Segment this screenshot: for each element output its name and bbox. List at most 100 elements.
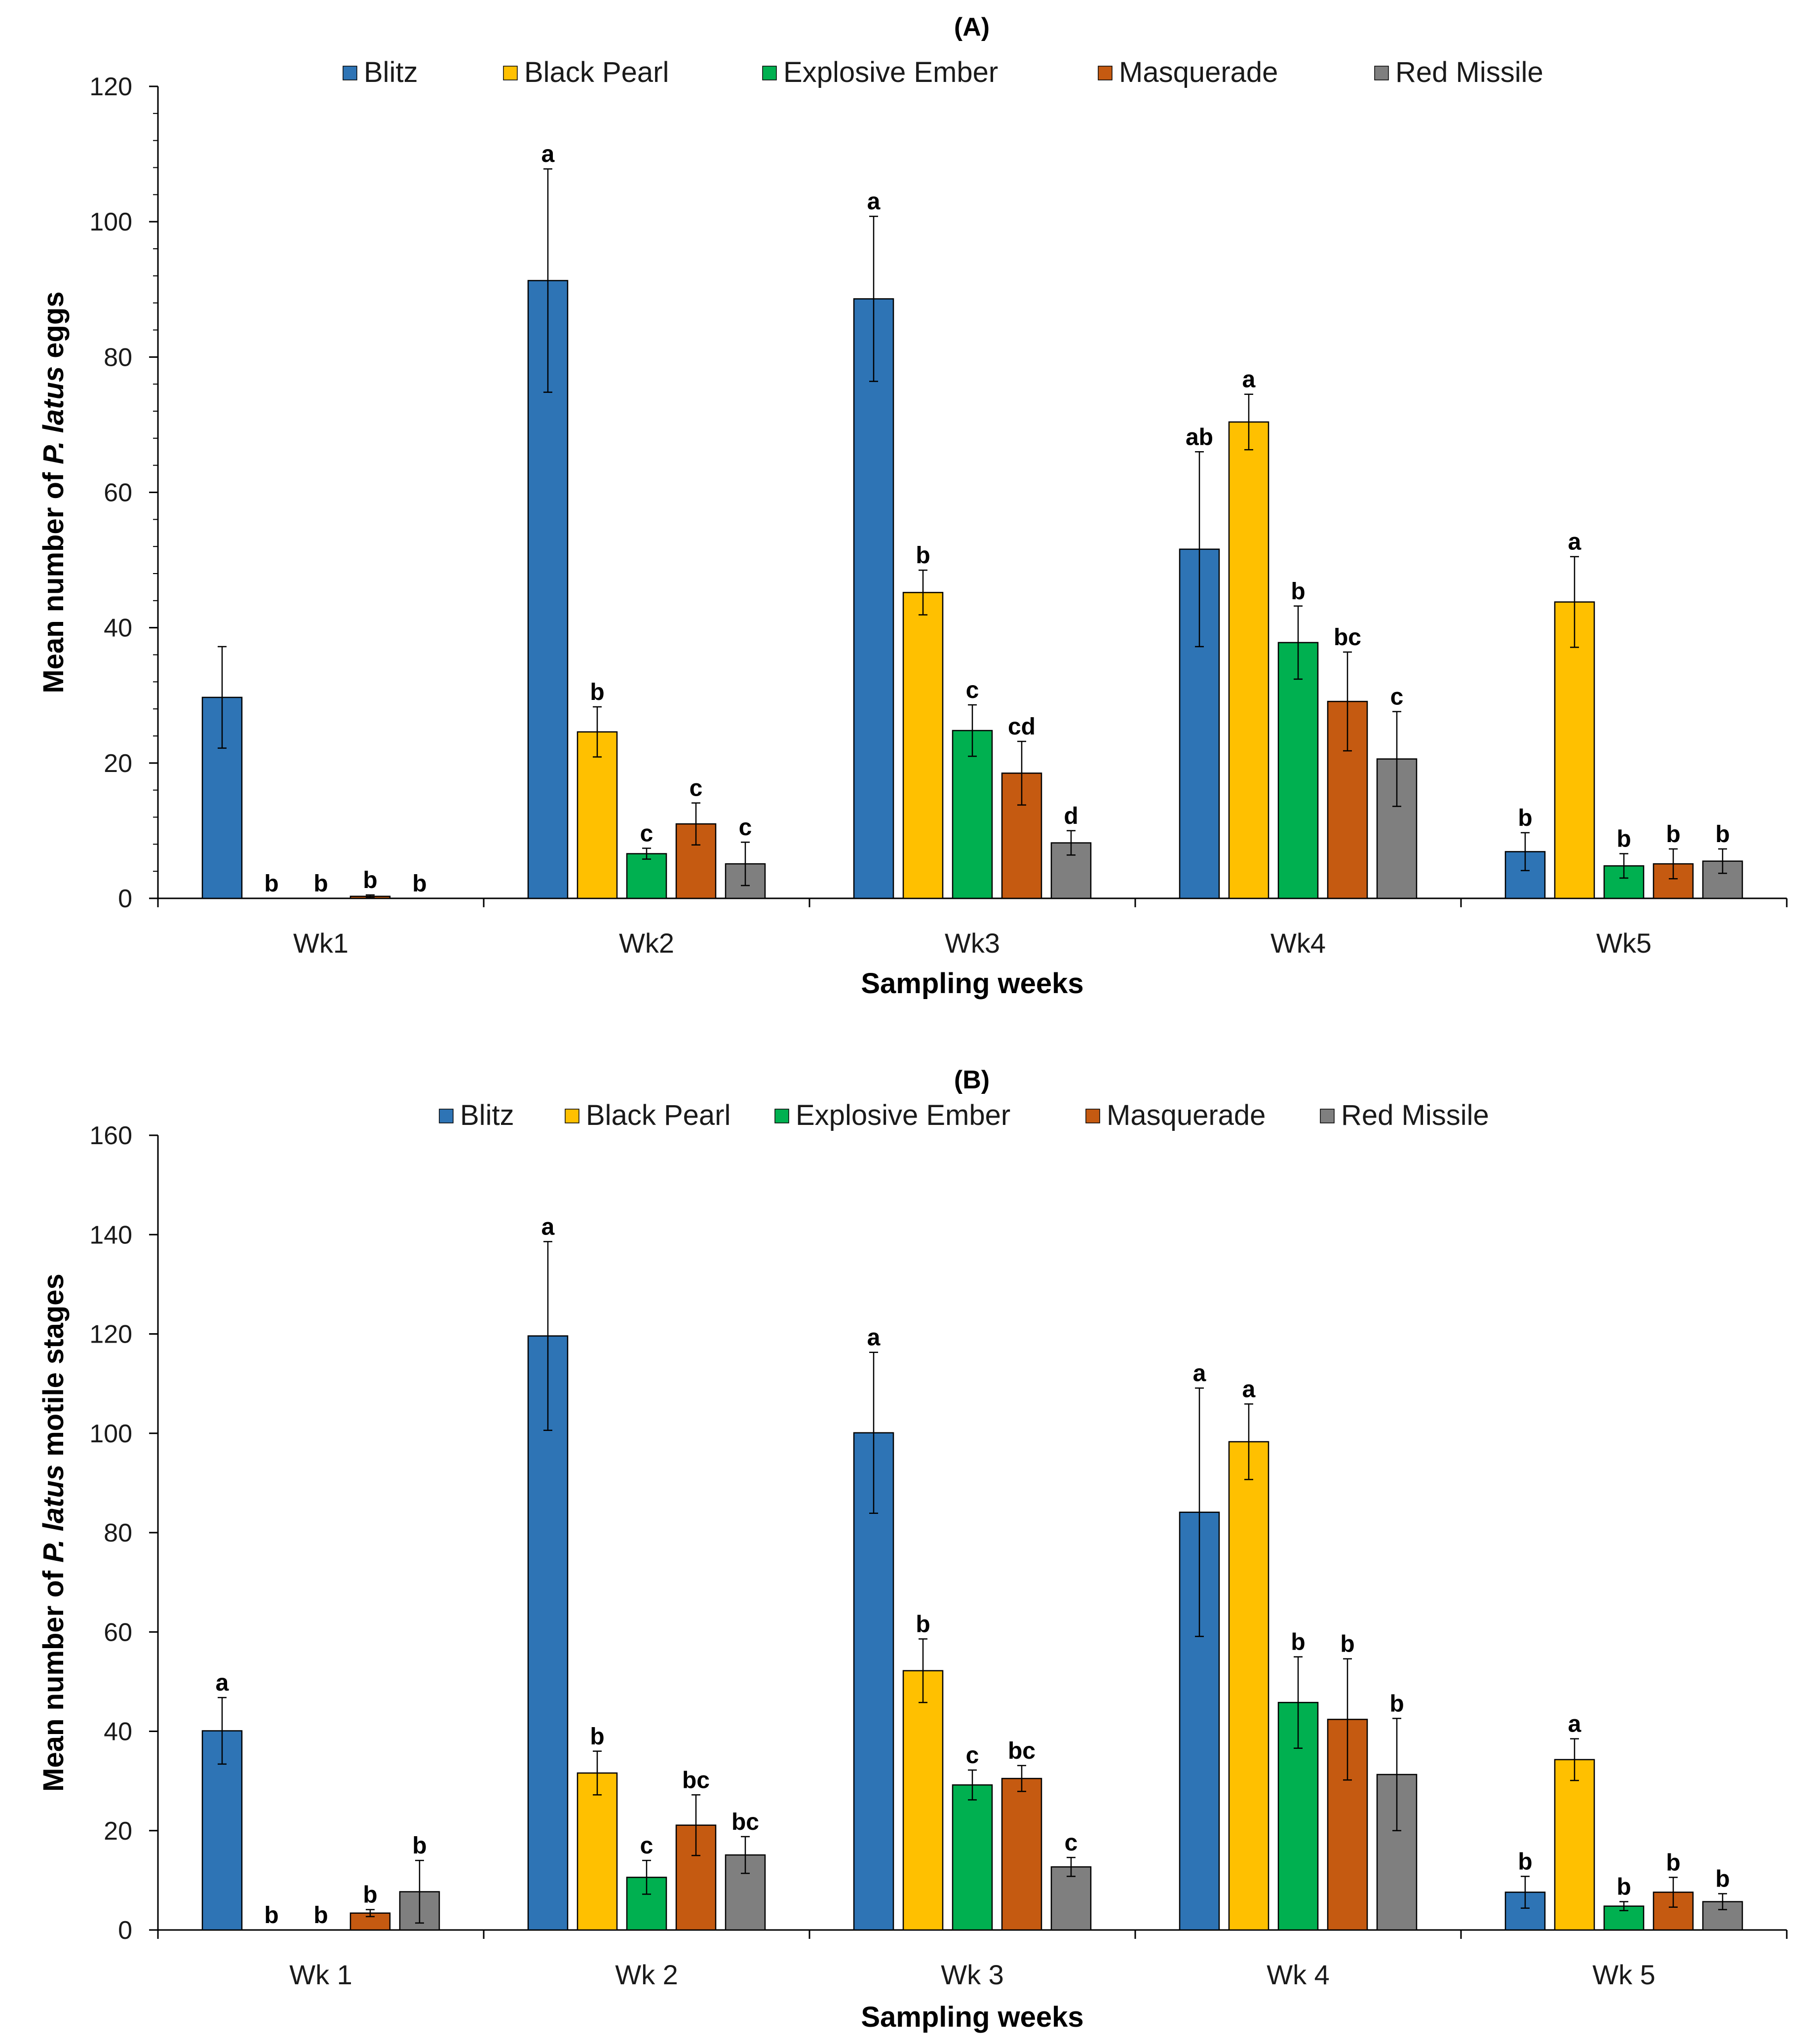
legend-item: Black Pearl	[503, 56, 669, 88]
significance-label: b	[264, 1902, 278, 1928]
y-tick-label: 80	[104, 1519, 132, 1547]
significance-label: b	[264, 871, 278, 897]
significance-label: a	[1242, 367, 1256, 393]
bar	[577, 1772, 618, 1931]
y-axis-title: Mean number of P. latus motile stages	[38, 1273, 70, 1792]
significance-label: bc	[1334, 624, 1361, 651]
bar	[853, 298, 894, 899]
legend-swatch	[343, 66, 357, 80]
legend-label: Black Pearl	[524, 56, 669, 88]
bar	[577, 731, 618, 899]
chart-panel-b: (B) 0 20 40 60 80 100 120 140 160 Wk 1 Wk 2 Wk 3 Wk 4…	[38, 1066, 1788, 2033]
y-axis-title-suffix: eggs	[38, 291, 70, 366]
significance-label: b	[916, 1611, 930, 1637]
significance-label: a	[1242, 1376, 1256, 1402]
y-tick-label: 20	[104, 1817, 132, 1846]
legend-swatch	[774, 1109, 789, 1123]
legend-swatch	[565, 1109, 579, 1123]
legend-item: Red Missile	[1320, 1099, 1489, 1131]
x-category-label: Wk4	[1270, 927, 1326, 959]
legend-item: Black Pearl	[565, 1099, 730, 1131]
y-axis-title: Mean number of P. latus eggs	[38, 291, 70, 693]
significance-label: b	[363, 1882, 377, 1908]
y-tick-label: 80	[104, 343, 132, 372]
significance-label: b	[1291, 578, 1305, 605]
y-tick-label: 40	[104, 1718, 132, 1746]
bar	[1228, 1441, 1269, 1931]
legend-item: Masquerade	[1098, 56, 1278, 88]
legend-label: Explosive Ember	[796, 1099, 1010, 1131]
bar	[1277, 642, 1319, 899]
bar	[1228, 421, 1269, 899]
y-tick-label: 0	[118, 885, 132, 913]
bar	[527, 1335, 569, 1931]
legend-swatch	[1374, 66, 1389, 80]
significance-label: a	[867, 1325, 881, 1351]
y-tick-label: 0	[118, 1916, 132, 1945]
y-axis-title-species: P. latus	[38, 1465, 70, 1563]
y-axis-title-suffix: motile stages	[38, 1273, 70, 1465]
x-category-label: Wk 4	[1267, 1959, 1330, 1990]
legend-label: Masquerade	[1107, 1099, 1266, 1131]
legend-swatch	[439, 1109, 454, 1123]
significance-label: b	[412, 1833, 426, 1859]
significance-label: c	[966, 1742, 979, 1769]
y-tick-label: 140	[89, 1221, 132, 1249]
bar	[1001, 1777, 1042, 1931]
y-tick-label: 120	[89, 73, 132, 101]
y-tick-label: 160	[89, 1121, 132, 1150]
significance-label: b	[590, 679, 604, 705]
chart-panel-a: (A) 0 20 40 60 80 100 120 Wk1 Wk2 Wk3 Wk4 Wk5 Samplin…	[38, 13, 1788, 1000]
legend-label: Red Missile	[1395, 56, 1543, 88]
panel-title: (A)	[954, 13, 990, 41]
significance-label: c	[739, 814, 752, 841]
bar	[952, 1784, 993, 1931]
significance-label: b	[1340, 1631, 1354, 1658]
legend-item: Explosive Ember	[774, 1099, 1010, 1131]
y-tick-label: 60	[104, 479, 132, 507]
significance-label: a	[1568, 1711, 1581, 1737]
x-category-label: Wk 5	[1592, 1959, 1655, 1990]
significance-label: c	[690, 775, 703, 802]
significance-label: b	[1666, 1850, 1680, 1876]
legend-item: Blitz	[439, 1099, 514, 1131]
significance-label: cd	[1008, 714, 1036, 740]
legend-item: Explosive Ember	[762, 56, 998, 88]
legend-label: Masquerade	[1119, 56, 1278, 88]
legend-swatch	[1098, 66, 1113, 80]
significance-label: b	[1291, 1629, 1305, 1656]
significance-label: a	[1568, 529, 1581, 555]
significance-label: bc	[731, 1809, 759, 1835]
x-category-label: Wk3	[945, 927, 1000, 959]
bar	[1554, 1759, 1595, 1931]
bar	[1554, 601, 1595, 899]
significance-label: a	[541, 141, 555, 167]
significance-label: c	[640, 821, 654, 847]
bar	[626, 853, 667, 899]
significance-label: c	[640, 1833, 654, 1859]
significance-label: a	[1193, 1360, 1206, 1387]
significance-label: b	[1616, 1874, 1631, 1900]
y-tick-label: 20	[104, 749, 132, 778]
legend-item: Masquerade	[1085, 1099, 1266, 1131]
y-tick-label: 120	[89, 1320, 132, 1349]
significance-label: b	[1518, 1849, 1532, 1875]
legend-label: Black Pearl	[586, 1099, 730, 1131]
x-category-label: Wk2	[619, 927, 674, 959]
x-axis-title: Sampling weeks	[861, 967, 1083, 1000]
y-axis-title-species: P. latus	[38, 366, 70, 464]
significance-label: b	[916, 542, 930, 569]
x-category-label: Wk5	[1596, 927, 1652, 959]
significance-label: b	[1666, 821, 1680, 848]
significance-label: a	[216, 1670, 229, 1696]
legend-label: Red Missile	[1341, 1099, 1489, 1131]
significance-label: b	[313, 871, 328, 897]
significance-label: a	[541, 1214, 555, 1240]
y-tick-label: 60	[104, 1618, 132, 1647]
significance-label: c	[966, 677, 979, 703]
significance-label: b	[1518, 805, 1532, 831]
significance-label: b	[1715, 1866, 1730, 1892]
x-category-label: Wk 2	[615, 1959, 678, 1990]
legend-label: Blitz	[364, 56, 418, 88]
